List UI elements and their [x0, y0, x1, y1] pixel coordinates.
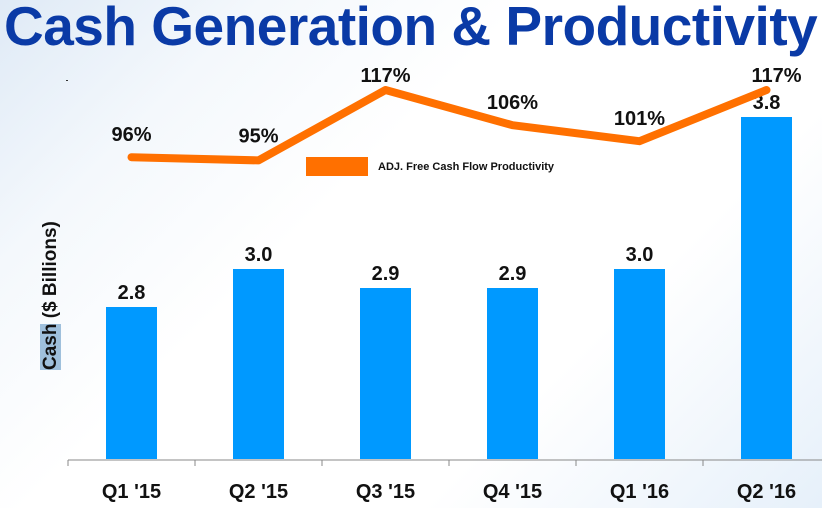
x-tick-label: Q3 '15 [356, 481, 415, 503]
x-tick-label: Q2 '16 [737, 481, 796, 503]
y-axis-label: Cash ($ Billions) [40, 221, 62, 370]
bar-data-label: 3.0 [626, 244, 654, 266]
bar-data-label: 2.8 [118, 282, 146, 304]
bar [614, 269, 665, 459]
bar [106, 307, 157, 459]
line-data-label: 95% [238, 125, 278, 147]
bar-data-label: 3.0 [245, 244, 273, 266]
line-data-label: 101% [614, 108, 665, 130]
bar-data-label: 2.9 [499, 263, 527, 285]
bar [360, 288, 411, 459]
bar [487, 288, 538, 459]
y-axis-label-highlighted: Cash [40, 323, 61, 370]
legend-label: ADJ. Free Cash Flow Productivity [378, 160, 555, 173]
bar [741, 117, 792, 459]
legend-swatch [306, 157, 368, 176]
page-title: Cash Generation & Productivity [4, 0, 818, 57]
legend: ADJ. Free Cash Flow Productivity [306, 157, 554, 176]
x-tick-label: Q1 '15 [102, 481, 161, 503]
bar [233, 269, 284, 459]
x-tick-label: Q2 '15 [229, 481, 288, 503]
line-data-label: 117% [360, 65, 410, 87]
x-tick-label: Q4 '15 [483, 481, 542, 503]
line-data-label: 106% [487, 92, 538, 114]
line-series [127, 86, 771, 165]
y-axis-label-rest: ($ Billions) [40, 221, 61, 324]
x-tick-label: Q1 '16 [610, 481, 669, 503]
line-data-label: 117% [751, 65, 801, 87]
line-data-label: 96% [111, 124, 151, 146]
artifact-dot [66, 80, 68, 81]
bar-data-label: 2.9 [372, 263, 400, 285]
bar-data-label: 3.8 [753, 92, 781, 114]
